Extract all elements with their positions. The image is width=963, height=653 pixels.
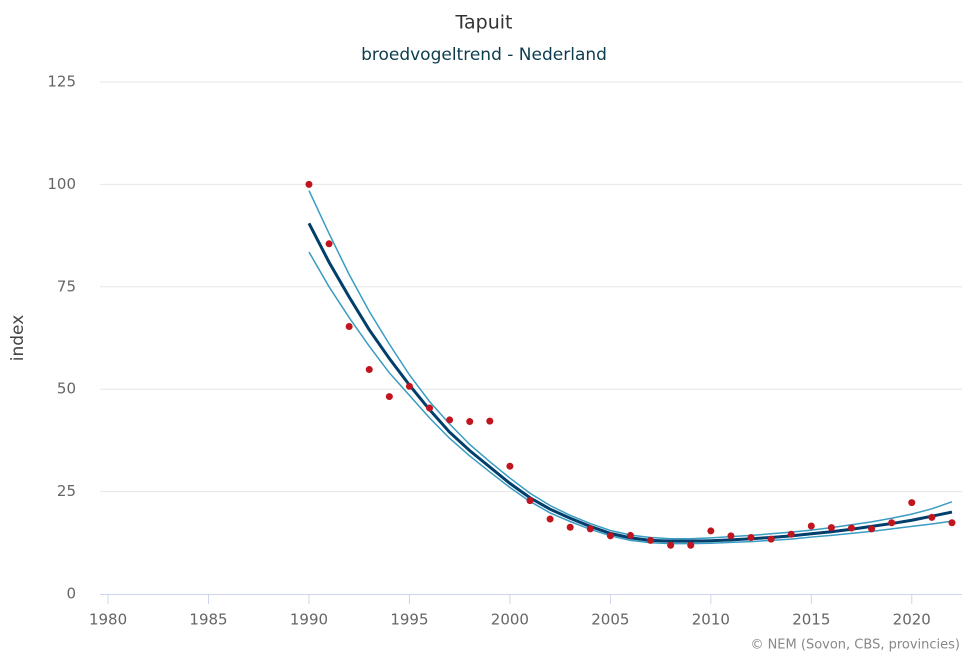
x-tick-label: 2020 [893, 611, 931, 629]
point [446, 416, 454, 424]
point [647, 536, 655, 544]
line [308, 190, 953, 540]
credit: © NEM (Sovon, CBS, provincies) [750, 638, 960, 653]
x-tick-label: 1985 [189, 611, 227, 629]
line [307, 222, 953, 543]
x-tick-label: 2005 [591, 611, 629, 629]
y-tick-label: 0 [66, 585, 76, 603]
point [365, 366, 373, 374]
y-tick-label: 25 [57, 482, 76, 500]
y-tick-label: 75 [57, 277, 76, 295]
point [626, 531, 634, 539]
y-axis-label: index [8, 315, 28, 362]
point [908, 499, 916, 507]
point [426, 404, 434, 412]
point [325, 240, 333, 248]
point [707, 527, 715, 535]
point [767, 535, 775, 543]
y-tick-label: 50 [57, 380, 76, 398]
point [466, 418, 474, 426]
chart-subtitle: broedvogeltrend - Nederland [361, 45, 607, 65]
point [506, 462, 514, 470]
point [727, 532, 735, 540]
x-tick-label: 2010 [692, 611, 730, 629]
x-tick-label: 1995 [390, 611, 428, 629]
x-tick-label: 2000 [491, 611, 529, 629]
point [747, 533, 755, 541]
point [827, 524, 835, 532]
point [687, 541, 695, 549]
point [868, 525, 876, 533]
point [566, 523, 574, 531]
point [526, 497, 534, 505]
point [787, 530, 795, 538]
x-tick-label: 1990 [290, 611, 328, 629]
point [486, 417, 494, 425]
point [928, 513, 936, 521]
point [586, 525, 594, 533]
point [888, 519, 896, 527]
x-tick-label: 2015 [792, 611, 830, 629]
point [948, 519, 956, 527]
point [305, 180, 313, 188]
y-tick-label: 100 [47, 175, 76, 193]
point [847, 524, 855, 532]
chart-title: Tapuit [455, 12, 513, 34]
line [308, 251, 953, 545]
point [667, 541, 675, 549]
x-tick-label: 1980 [89, 611, 127, 629]
point [385, 393, 393, 401]
point [345, 323, 353, 331]
point [546, 515, 554, 523]
y-tick-label: 125 [47, 73, 76, 91]
point [405, 382, 413, 390]
point [606, 532, 614, 540]
point [807, 522, 815, 530]
